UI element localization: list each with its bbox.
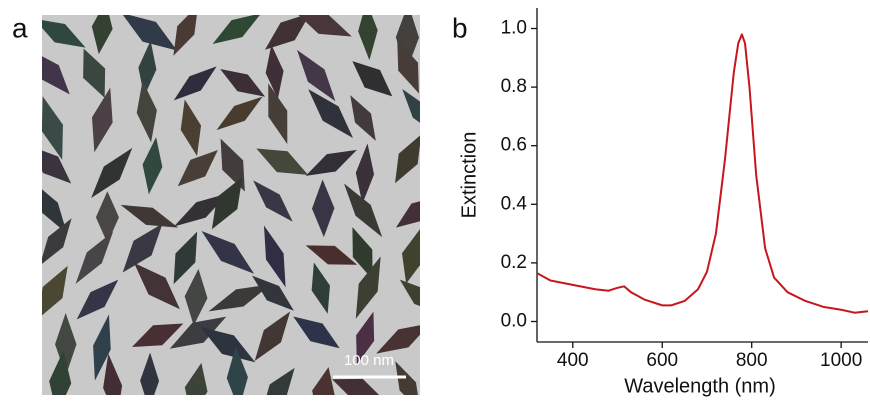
- particle: [261, 367, 295, 395]
- particle: [356, 311, 375, 365]
- y-axis-title: Extinction: [458, 132, 480, 219]
- particle: [252, 275, 294, 311]
- particle: [121, 15, 177, 51]
- particle: [212, 15, 262, 44]
- particles: [42, 15, 420, 395]
- y-tick-label: 0.6: [501, 135, 527, 156]
- particle: [311, 179, 335, 238]
- particle: [395, 361, 420, 395]
- x-tick-label: 1000: [820, 350, 862, 371]
- particle: [208, 284, 271, 312]
- particle: [95, 191, 119, 244]
- x-axis-title: Wavelength (nm): [624, 375, 776, 397]
- x-tick-label: 800: [736, 350, 768, 371]
- particle: [91, 15, 113, 55]
- particle: [294, 15, 352, 37]
- tem-image: [42, 15, 420, 395]
- particle: [55, 312, 77, 376]
- particle: [75, 231, 114, 284]
- particle: [42, 96, 63, 160]
- particle: [220, 138, 245, 192]
- particle: [264, 15, 311, 50]
- particle: [42, 265, 68, 320]
- particle: [397, 39, 419, 94]
- particle: [308, 89, 353, 139]
- particle: [184, 362, 208, 395]
- particle: [265, 44, 284, 100]
- particle: [305, 245, 358, 265]
- particle: [173, 193, 228, 227]
- particle: [134, 262, 180, 310]
- particle: [395, 134, 420, 184]
- particle: [42, 18, 86, 48]
- particle: [211, 177, 243, 230]
- particle: [253, 180, 293, 222]
- particle: [173, 231, 198, 285]
- x-tick-label: 400: [557, 350, 589, 371]
- particle: [93, 314, 111, 381]
- particle: [103, 353, 123, 395]
- particle: [42, 145, 72, 184]
- particle: [395, 196, 420, 228]
- particle: [42, 218, 72, 266]
- particle: [49, 350, 72, 395]
- particle: [358, 15, 378, 61]
- particle: [200, 327, 256, 363]
- line-series: [536, 33, 869, 314]
- particle: [201, 231, 255, 274]
- scale-bar-label: 100 nm: [344, 352, 394, 369]
- particle: [180, 99, 202, 156]
- particle: [343, 183, 383, 238]
- y-tick-label: 0.0: [501, 311, 527, 332]
- particle: [263, 225, 286, 288]
- particle: [376, 323, 420, 354]
- particle: [216, 96, 263, 131]
- particle: [254, 311, 291, 361]
- particle: [142, 137, 163, 195]
- particle: [184, 268, 208, 326]
- particle: [91, 147, 133, 199]
- particle: [256, 148, 309, 175]
- particle: [312, 367, 335, 395]
- particle: [173, 15, 199, 56]
- y-tick-label: 0.8: [501, 76, 527, 97]
- particle: [296, 49, 336, 102]
- particle: [352, 227, 373, 280]
- particle: [136, 80, 157, 143]
- y-tick-label: 1.0: [501, 18, 527, 39]
- particle: [355, 143, 375, 204]
- particle: [399, 279, 420, 314]
- particle: [83, 48, 106, 98]
- particle: [42, 181, 68, 234]
- particle: [352, 61, 393, 97]
- particle: [91, 87, 113, 153]
- particle: [122, 223, 163, 273]
- y-tick-label: 0.2: [501, 252, 527, 273]
- particle: [311, 262, 330, 314]
- panel-label: a: [12, 12, 28, 43]
- particle: [305, 149, 357, 176]
- particle: [401, 228, 420, 284]
- particle: [350, 95, 376, 141]
- particle: [120, 204, 179, 228]
- panel-label: b: [452, 12, 468, 43]
- particle: [76, 279, 119, 320]
- particle: [355, 256, 381, 319]
- particle: [177, 150, 218, 187]
- particle: [226, 346, 248, 395]
- particle: [268, 83, 288, 145]
- particle: [402, 89, 420, 136]
- particle: [332, 378, 385, 395]
- particle: [220, 69, 266, 97]
- particle: [173, 66, 217, 101]
- particle: [169, 316, 227, 349]
- y-tick-label: 0.4: [501, 193, 528, 214]
- particle: [140, 352, 160, 395]
- particle: [132, 323, 184, 348]
- particle: [42, 50, 70, 95]
- particle: [293, 316, 340, 349]
- x-tick-label: 600: [646, 350, 678, 371]
